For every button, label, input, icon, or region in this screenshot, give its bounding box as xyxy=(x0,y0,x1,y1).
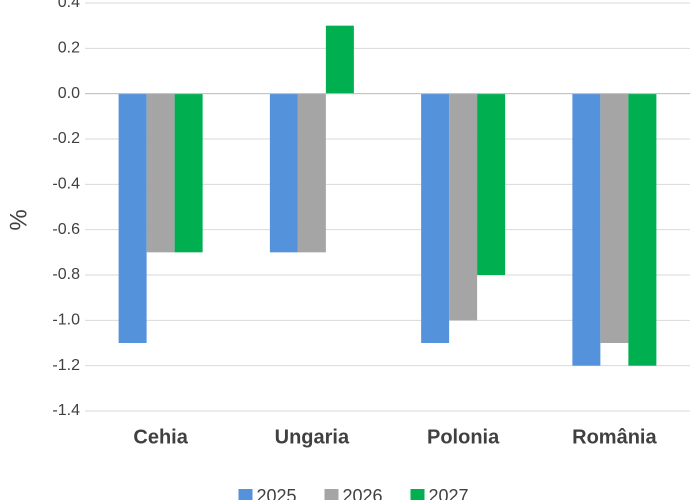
legend-swatch xyxy=(324,489,339,500)
bar xyxy=(449,93,478,321)
bar xyxy=(118,93,147,344)
x-tick-label: Ungaria xyxy=(275,426,350,448)
y-tick-label: 0.0 xyxy=(58,85,80,102)
y-tick-label: -0.6 xyxy=(52,221,80,238)
bar xyxy=(572,93,601,366)
bar xyxy=(421,93,450,344)
bar xyxy=(600,93,629,344)
bar xyxy=(269,93,298,253)
y-axis-label: % xyxy=(5,209,32,230)
y-tick-label: -0.8 xyxy=(52,266,80,283)
bar xyxy=(297,93,326,253)
legend-label: 2027 xyxy=(429,486,469,500)
legend-swatch xyxy=(238,489,253,500)
y-tick-label: -0.4 xyxy=(52,176,80,193)
x-tick-label: România xyxy=(572,426,657,448)
y-tick-label: -1.2 xyxy=(52,357,80,374)
x-tick-label: Cehia xyxy=(133,426,188,448)
bar xyxy=(477,93,506,276)
bar xyxy=(146,93,175,253)
y-tick-label: -1.4 xyxy=(52,402,80,419)
legend-swatch xyxy=(410,489,425,500)
legend-label: 2026 xyxy=(343,486,383,500)
bar xyxy=(325,25,354,94)
bar xyxy=(628,93,657,366)
bar xyxy=(174,93,203,253)
y-tick-label: 0.4 xyxy=(58,0,80,11)
y-tick-label: 0.2 xyxy=(58,40,80,57)
y-tick-label: -1.0 xyxy=(52,312,80,329)
y-tick-label: -0.2 xyxy=(52,130,80,147)
legend-label: 2025 xyxy=(257,486,297,500)
x-tick-label: Polonia xyxy=(427,426,500,448)
